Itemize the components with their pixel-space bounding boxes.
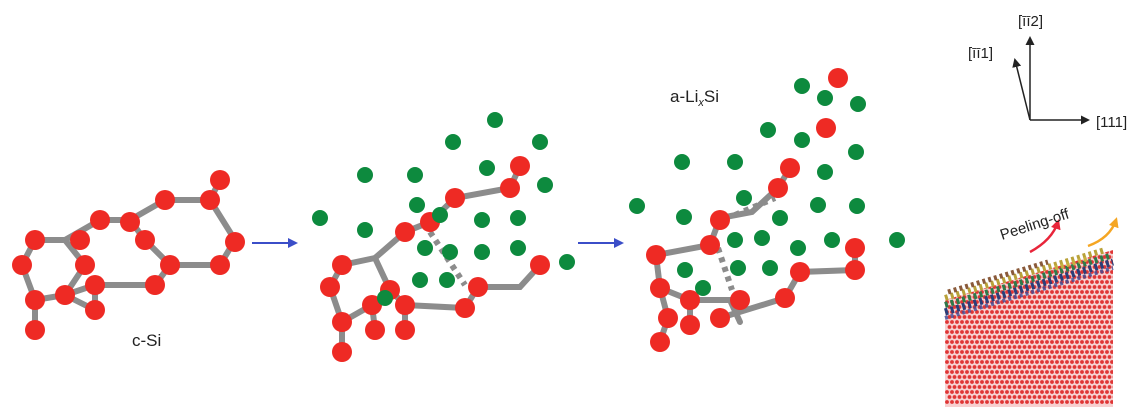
a-broken-bond-1	[715, 247, 735, 291]
a-lixsi-label: a-LixSi	[670, 87, 719, 109]
peeling-label: Peeling-off	[998, 205, 1072, 244]
mid-si-atoms	[320, 156, 550, 362]
a-si-atoms	[646, 68, 865, 352]
axis-left-arrow	[1012, 58, 1031, 121]
c-si-atoms	[12, 170, 245, 340]
surface-layers	[944, 247, 1114, 320]
a-broken-bond-2	[733, 195, 777, 218]
axis-up-label: [īī2]	[1018, 13, 1043, 30]
a-bonds	[652, 165, 858, 345]
curved-arrow-icon	[1029, 219, 1061, 254]
amorphous-panel: a-LixSi	[629, 68, 905, 352]
intermediate-panel	[312, 112, 575, 362]
mid-li-atoms	[312, 112, 575, 306]
crystalline-si-panel: c-Si	[12, 170, 245, 350]
axis-right-label: [111]	[1096, 114, 1127, 131]
peeling-panel: Peeling-off	[944, 205, 1119, 407]
a-li-atoms	[629, 78, 905, 296]
crystal-axes: [īī2] [īī1] [111]	[968, 13, 1127, 131]
axis-left-label: [īī1]	[968, 45, 993, 62]
curved-arrow-icon	[1087, 217, 1119, 248]
c-si-label: c-Si	[132, 331, 161, 350]
